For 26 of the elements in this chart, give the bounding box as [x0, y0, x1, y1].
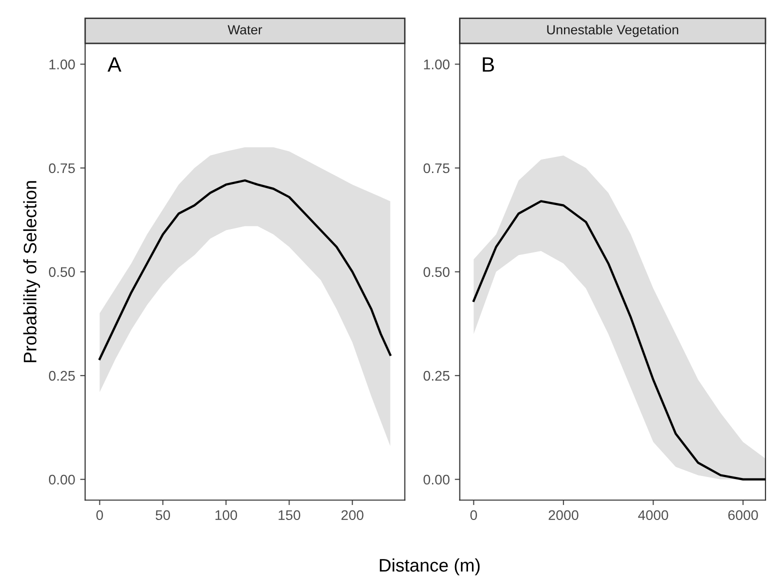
y-tick-label: 0.00: [48, 474, 75, 485]
x-axis-title: Distance (m): [380, 558, 480, 576]
x-tick-label: 6000: [728, 510, 758, 520]
y-tick-label: 1.00: [49, 60, 75, 70]
chart-title: Water: [228, 25, 262, 34]
x-tick-label: 50: [156, 510, 170, 520]
chart-title: Unnestable Vegetation: [547, 24, 678, 38]
annotation: A: [108, 57, 122, 72]
y-tick-label: 0.50: [48, 267, 75, 277]
y-tick-label: 1.00: [424, 60, 450, 70]
y-axis-title: Probability of Selection: [23, 181, 40, 362]
y-tick-label: 0.25: [48, 370, 75, 381]
y-tick-label: 0.25: [424, 370, 450, 381]
annotation: B: [482, 57, 494, 72]
x-tick-label: 4000: [638, 510, 668, 520]
x-tick-label: 0: [470, 510, 477, 520]
x-tick-label: 150: [278, 510, 300, 520]
y-tick-label: 0.50: [424, 267, 450, 277]
x-tick-label: 200: [341, 510, 364, 520]
x-tick-label: 2000: [548, 510, 578, 520]
x-tick-label: 100: [215, 510, 238, 520]
y-tick-label: 0.75: [48, 163, 75, 174]
y-tick-label: 0.00: [424, 474, 450, 485]
x-tick-label: 0: [96, 510, 103, 520]
y-tick-label: 0.75: [424, 163, 450, 174]
line-series: [98, 179, 392, 360]
